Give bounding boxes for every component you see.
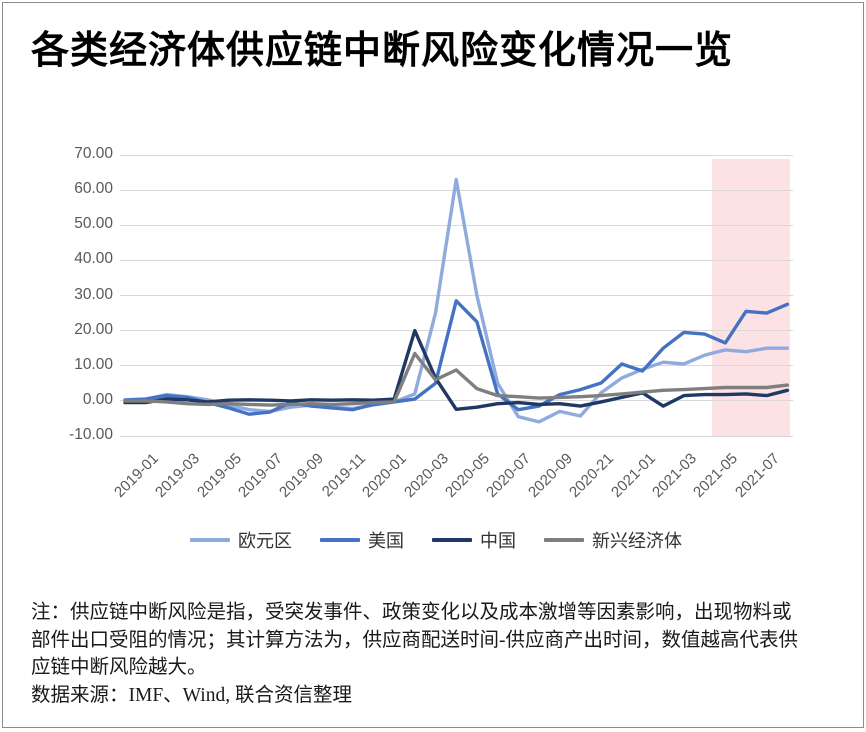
gridline [120,259,793,261]
y-axis-tick-label: 60.00 [74,180,113,198]
emerging-line-swatch [544,538,584,542]
legend-item-emerging: 新兴经济体 [544,527,682,553]
line-chart: 70.00 60.00 50.00 40.00 30.00 20.00 10.00 0.00 -… [3,3,863,603]
gridline [120,400,793,402]
y-axis-tick-label: 20.00 [74,320,113,338]
y-axis-tick-label: 30.00 [74,285,113,303]
chart-legend: 欧元区 美国 中国 新兴经济体 [3,527,863,553]
y-axis-tick-label: 10.00 [74,355,113,373]
legend-label: 欧元区 [238,531,292,551]
eurozone-line-swatch [190,538,230,542]
legend-label: 美国 [368,531,404,551]
note-line: 应链中断风险越大。 [31,657,207,678]
gridline [120,435,793,437]
y-axis-tick-label: -10.00 [69,426,113,443]
gridline [120,330,793,332]
legend-item-china: 中国 [432,527,516,553]
note-line: 注：供应链中断风险是指，受突发事件、政策变化以及成本激增等因素影响，出现物料或 [31,602,792,623]
y-axis-tick-label: 70.00 [74,145,113,162]
gridline [120,189,793,191]
china-line-swatch [432,538,472,542]
note-line: 部件出口受阻的情况；其计算方法为，供应商配送时间-供应商产出时间，数值越高代表供 [31,629,798,651]
gridline [120,224,793,226]
series-line-eurozone [123,177,790,424]
series-line-china [123,328,790,411]
y-axis-tick-label: 40.00 [74,250,113,268]
highlight-band [712,159,790,436]
gridline [120,295,793,296]
gridline [120,154,793,156]
legend-item-usa: 美国 [320,527,404,553]
legend-item-eurozone: 欧元区 [190,527,292,553]
data-source-line: 数据来源：IMF、Wind, 联合资信整理 [31,684,352,706]
y-axis-tick-label: 0.00 [82,390,113,408]
legend-label: 新兴经济体 [592,531,682,551]
y-axis-tick-label: 50.00 [74,215,113,233]
usa-line-swatch [320,538,360,542]
series-line-usa [123,299,790,416]
series-line-emerging [123,351,790,407]
gridline [120,365,793,367]
chart-notes: 注：供应链中断风险是指，受突发事件、政策变化以及成本激增等因素影响，出现物料或 … [31,599,843,709]
legend-label: 中国 [480,531,516,551]
chart-title: 各类经济体供应链中断风险变化情况一览 [31,30,734,72]
